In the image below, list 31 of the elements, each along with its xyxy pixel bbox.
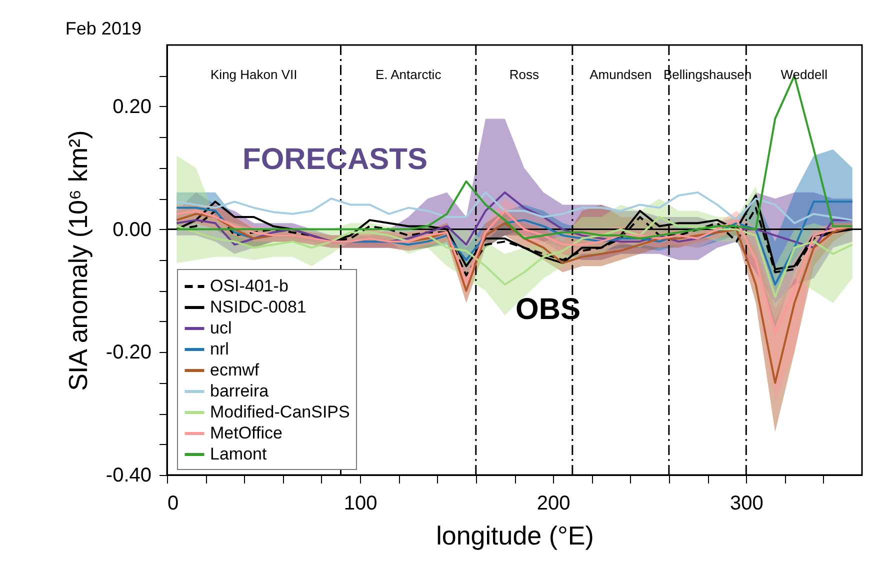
legend-label: OSI-401-b xyxy=(210,276,288,296)
annotation: FORECASTS xyxy=(242,143,428,176)
line-series xyxy=(176,191,854,224)
legend-label: ucl xyxy=(210,318,232,338)
x-tick-label: 0 xyxy=(168,492,179,514)
legend-label: NSIDC-0081 xyxy=(210,298,306,316)
x-tick-label: 300 xyxy=(730,492,764,514)
x-tick-label: 200 xyxy=(536,492,570,514)
annotation: Bellingshausen xyxy=(663,67,752,82)
chart-title: Feb 2019 xyxy=(65,18,142,38)
y-tick-label: 0.00 xyxy=(112,218,152,241)
legend-label: MetOffice xyxy=(210,424,282,442)
x-axis-title: longitude (°E) xyxy=(436,520,594,550)
annotation: E. Antarctic xyxy=(375,67,442,82)
y-tick-label: -0.20 xyxy=(106,342,152,364)
annotation: OBS xyxy=(515,293,581,326)
legend-label: nrl xyxy=(210,340,229,358)
annotation: Ross xyxy=(509,67,540,82)
line-series xyxy=(176,216,854,298)
legend-label: Lamont xyxy=(210,444,267,464)
y-tick-label: 0.20 xyxy=(112,96,152,118)
x-tick-label: 100 xyxy=(344,492,378,514)
annotation: Weddell xyxy=(780,67,828,82)
annotation: King Hakon VII xyxy=(210,67,298,82)
y-tick-label: -0.40 xyxy=(106,464,152,486)
line-series xyxy=(176,210,854,335)
legend-label: ecmwf xyxy=(210,360,260,380)
annotation: Amundsen xyxy=(590,67,652,82)
legend-label: Modified-CanSIPS xyxy=(210,402,350,422)
legend-label: barreira xyxy=(210,382,270,400)
y-axis-title: SIA anomaly (10⁶ km²) xyxy=(62,130,93,391)
